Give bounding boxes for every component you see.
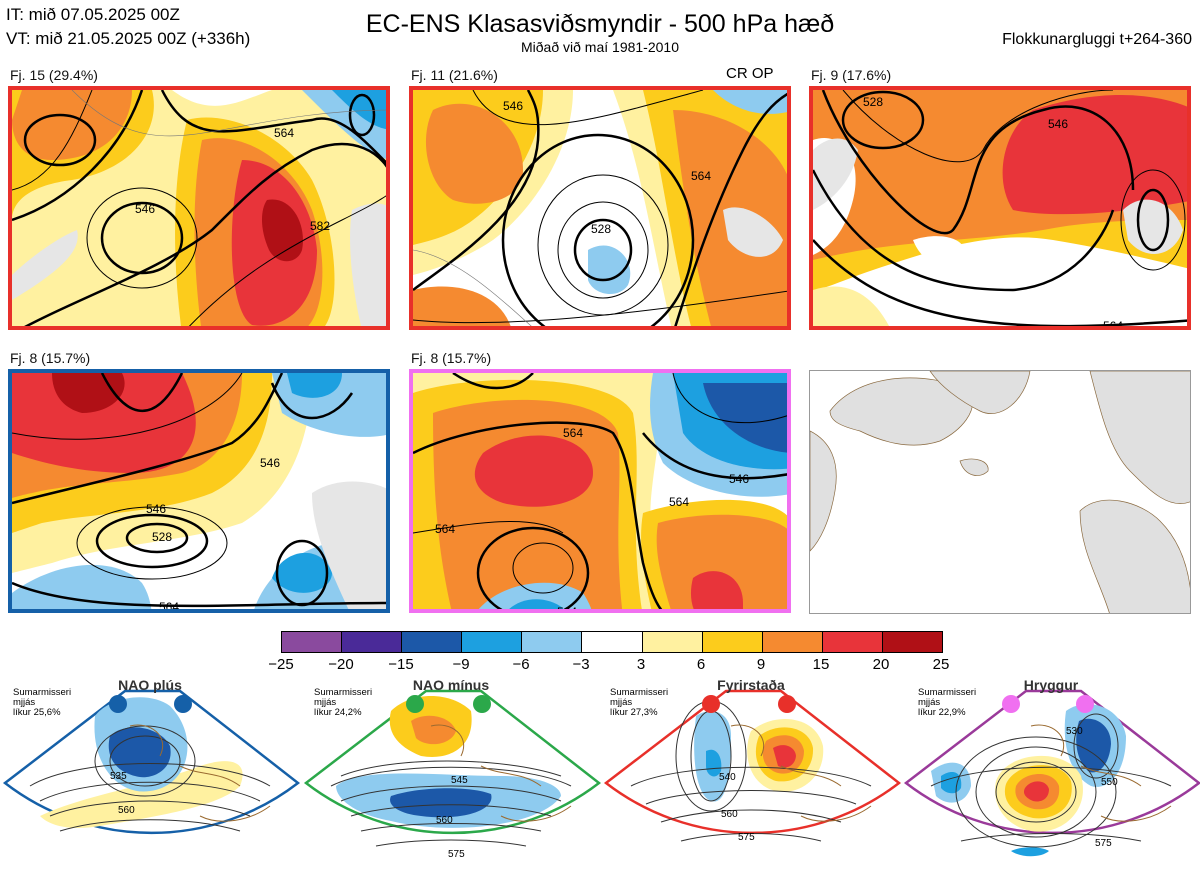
regime-title: NAO plús bbox=[118, 677, 182, 693]
regime-contour-label: 535 bbox=[110, 771, 127, 782]
p4-contour-label: 546 bbox=[146, 502, 166, 516]
regime-contour-label: 530 bbox=[1066, 726, 1083, 737]
regime-contour-label: 550 bbox=[1101, 777, 1118, 788]
p4-contour-label: 564 bbox=[159, 600, 179, 613]
scale-label: −3 bbox=[572, 656, 590, 673]
p5-contour-label: 546 bbox=[729, 472, 749, 486]
p3-contour-label: 564 bbox=[1103, 319, 1123, 330]
p3-contour-label: 546 bbox=[1048, 117, 1068, 131]
regime-likelihood: líkur 25,6% bbox=[13, 707, 61, 718]
color-swatch bbox=[642, 632, 703, 652]
p1-contour-label: 546 bbox=[135, 202, 155, 216]
scale-label: −6 bbox=[512, 656, 530, 673]
valid-time: VT: mið 21.05.2025 00Z (+336h) bbox=[6, 29, 251, 48]
cluster-map-2: 528 564 546 bbox=[409, 86, 791, 330]
regime-contour-label: 575 bbox=[1095, 838, 1112, 849]
p4-contour-label: 528 bbox=[152, 530, 172, 544]
regime-contour-label: 540 bbox=[719, 772, 736, 783]
regime-likelihood: líkur 27,3% bbox=[610, 707, 658, 718]
regime-months: mjjás bbox=[314, 697, 337, 708]
color-swatch bbox=[282, 632, 343, 652]
regime-title: Fyrirstaða bbox=[717, 677, 785, 693]
init-time: IT: mið 07.05.2025 00Z bbox=[6, 5, 180, 24]
regime-contour-label: 560 bbox=[721, 809, 738, 820]
panel-2-control-op-tag: CR OP bbox=[726, 65, 774, 82]
regime-blocking: 540 560 575 Fyrirstaða Sumarmisseri mjjá… bbox=[601, 676, 901, 871]
color-swatch bbox=[882, 632, 943, 652]
color-swatch bbox=[762, 632, 823, 652]
scale-label: −20 bbox=[328, 656, 354, 673]
scale-label: 20 bbox=[872, 656, 890, 673]
regime-contour-label: 575 bbox=[738, 832, 755, 843]
color-swatch bbox=[462, 632, 523, 652]
p1-contour-label: 564 bbox=[274, 126, 294, 140]
regime-likelihood: líkur 24,2% bbox=[314, 707, 362, 718]
cluster-map-5: 564 546 564 564 564 bbox=[409, 369, 791, 613]
color-swatch bbox=[702, 632, 763, 652]
color-swatch bbox=[342, 632, 403, 652]
p2-contour-label: 564 bbox=[691, 169, 711, 183]
page-title: EC-ENS Klasasviðsmyndir - 500 hPa hæð bbox=[365, 10, 835, 38]
p2-contour-label: 546 bbox=[503, 99, 523, 113]
panel-4-label: Fj. 8 (15.7%) bbox=[10, 350, 91, 366]
color-swatch bbox=[582, 632, 643, 652]
regime-season: Sumarmisseri bbox=[918, 687, 977, 698]
color-scale-bar bbox=[281, 631, 943, 653]
p3-contour-label: 528 bbox=[863, 95, 883, 109]
scale-label: 6 bbox=[696, 656, 706, 673]
p5-contour-label: 564 bbox=[563, 426, 583, 440]
p2-contour-label: 528 bbox=[591, 222, 611, 236]
scale-label: −15 bbox=[388, 656, 414, 673]
regime-season: Sumarmisseri bbox=[314, 687, 373, 698]
p1-contour-label: 582 bbox=[310, 219, 330, 233]
scale-label: −25 bbox=[268, 656, 294, 673]
climatology-subtitle: Miðað við maí 1981-2010 bbox=[521, 39, 679, 55]
regime-contour-label: 560 bbox=[118, 805, 135, 816]
cluster-map-1: 564 546 582 bbox=[8, 86, 390, 330]
cluster-map-4: 546 546 528 564 bbox=[8, 369, 390, 613]
regime-nao-plus: 535 560 NAO plús Sumarmisseri mjjás líku… bbox=[0, 676, 300, 871]
regime-season: Sumarmisseri bbox=[610, 687, 669, 698]
empty-map-panel bbox=[809, 370, 1191, 614]
panel-3-label: Fj. 9 (17.6%) bbox=[811, 67, 892, 83]
regime-nao-minus: 545 560 575 NAO mínus Sumarmisseri mjjás… bbox=[301, 676, 601, 871]
regime-contour-label: 560 bbox=[436, 815, 453, 826]
panel-2-label: Fj. 11 (21.6%) bbox=[411, 67, 498, 83]
p5-contour-label: 564 bbox=[669, 495, 689, 509]
scale-label: 3 bbox=[636, 656, 646, 673]
scale-label: 25 bbox=[932, 656, 950, 673]
regime-months: mjjás bbox=[918, 697, 941, 708]
p5-contour-label: 564 bbox=[557, 605, 577, 613]
cluster-map-3: 528 546 564 bbox=[809, 86, 1191, 330]
regime-contour-label: 575 bbox=[448, 849, 465, 860]
regime-likelihood: líkur 22,9% bbox=[918, 707, 966, 718]
regime-title: Hryggur bbox=[1023, 677, 1079, 693]
regime-contour-label: 545 bbox=[451, 775, 468, 786]
regime-season: Sumarmisseri bbox=[13, 687, 72, 698]
p4-contour-label: 546 bbox=[260, 456, 280, 470]
panel-1-label: Fj. 15 (29.4%) bbox=[10, 67, 98, 83]
color-swatch bbox=[522, 632, 583, 652]
scale-label: −9 bbox=[452, 656, 470, 673]
p5-contour-label: 564 bbox=[435, 522, 455, 536]
color-swatch bbox=[402, 632, 463, 652]
panel-5-label: Fj. 8 (15.7%) bbox=[411, 350, 492, 366]
regime-ridge: 530 550 575 Hryggur Sumarmisseri mjjás l… bbox=[901, 676, 1200, 871]
scale-label: 9 bbox=[756, 656, 766, 673]
regime-months: mjjás bbox=[610, 697, 633, 708]
color-swatch bbox=[822, 632, 883, 652]
regime-title: NAO mínus bbox=[412, 677, 490, 693]
regime-months: mjjás bbox=[13, 697, 36, 708]
classification-window: Flokkunargluggi t+264-360 bbox=[1002, 31, 1192, 48]
scale-label: 15 bbox=[812, 656, 830, 673]
